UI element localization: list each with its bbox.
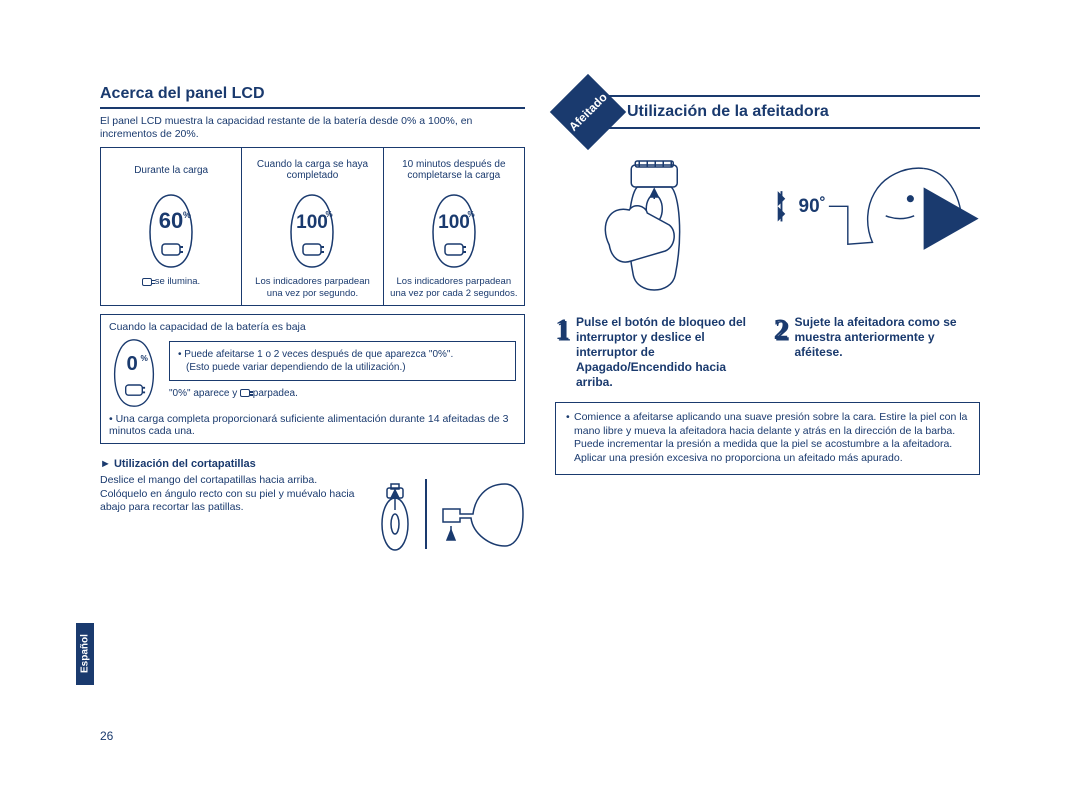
step2-illustration: 90˚ [772,155,981,305]
svg-text:60: 60 [159,208,183,233]
step-1: 1 Pulse el botón de bloqueo del interrup… [555,315,762,390]
angle-text: 90˚ [798,196,825,217]
section-badge: Afeitado [550,74,626,150]
svg-text:%: % [326,210,333,219]
lowbat-line1b: (Esto puede variar dependiendo de la uti… [178,361,507,374]
svg-text:100: 100 [438,212,470,233]
lcd-state-label: Cuando la carga se haya completado [248,154,376,186]
lowbat-line2: "0%" aparece y parpadea. [169,387,516,400]
usage-note-text: Comience a afeitarse aplicando una suave… [566,411,969,466]
trimmer-text: Deslice el mango del cortapatillas hacia… [100,474,357,554]
step-1-text: Pulse el botón de bloqueo del interrupto… [576,315,762,390]
manual-page-spread: Acerca del panel LCD El panel LCD muestr… [100,85,980,725]
lcd-state-charging: Durante la carga 60 % se ilumina. [101,148,241,305]
lcd-state-desc: Los indicadores parpadean una vez por ca… [390,276,518,299]
left-column: Acerca del panel LCD El panel LCD muestr… [100,85,525,725]
lcd-display-icon: 0 % [109,337,159,409]
svg-text:0: 0 [127,353,138,375]
usage-heading: Utilización de la afeitadora [603,95,980,129]
lcd-display-icon: 100 % [427,192,481,270]
badge-label: Afeitado [566,90,610,134]
lcd-state-label: Durante la carga [134,154,208,186]
page-number: 26 [100,729,113,743]
lowbat-l2a: "0%" aparece y [169,388,240,399]
lcd-intro-text: El panel LCD muestra la capacidad restan… [100,115,525,141]
section-header-row: Afeitado Utilización de la afeitadora [555,85,980,139]
trimmer-title: ► Utilización del cortapatillas [100,458,525,470]
svg-text:%: % [183,210,191,220]
trimmer-illustration [365,474,525,554]
low-battery-box: Cuando la capacidad de la batería es baj… [100,314,525,444]
svg-text:%: % [140,353,148,363]
lcd-display-icon: 100 % [285,192,339,270]
step-2-text: Sujete la afeitadora como se muestra ant… [795,315,981,390]
trimmer-section: ► Utilización del cortapatillas Deslice … [100,458,525,554]
usage-illustrations: 90˚ [555,155,980,305]
lcd-state-desc: Los indicadores parpadean una vez por se… [248,276,376,299]
svg-text:%: % [467,210,474,219]
lowbat-bullet: • Una carga completa proporcionará sufic… [109,413,516,437]
low-battery-title: Cuando la capacidad de la batería es baj… [109,321,516,333]
lcd-states-table: Durante la carga 60 % se ilumina. Cuand [100,147,525,306]
lcd-state-complete: Cuando la carga se haya completado 100 %… [241,148,382,305]
svg-text:100: 100 [297,212,329,233]
lcd-display-icon: 60 % [144,192,198,270]
plug-icon [240,389,250,397]
lcd-panel-heading: Acerca del panel LCD [100,85,525,109]
low-battery-inner-note: • Puede afeitarse 1 o 2 veces después de… [169,341,516,381]
steps-row: 1 Pulse el botón de bloqueo del interrup… [555,315,980,390]
lcd-state-after: 10 minutos después de completarse la car… [383,148,524,305]
step1-illustration [555,155,764,305]
right-column: Afeitado Utilización de la afeitadora [555,85,980,725]
usage-note-box: Comience a afeitarse aplicando una suave… [555,402,980,475]
language-tab: Español [76,623,94,685]
lowbat-line1: • Puede afeitarse 1 o 2 veces después de… [178,348,507,361]
step-number-1: 1 [555,315,570,390]
lcd-state-label: 10 minutos después de completarse la car… [390,154,518,186]
plug-icon [142,278,152,286]
lcd-state-desc: se ilumina. [142,276,200,287]
step-number-2: 2 [774,315,789,390]
lcd-desc-text: se ilumina. [152,276,200,287]
lowbat-l2b: parpadea. [250,388,298,399]
step-2: 2 Sujete la afeitadora como se muestra a… [774,315,981,390]
